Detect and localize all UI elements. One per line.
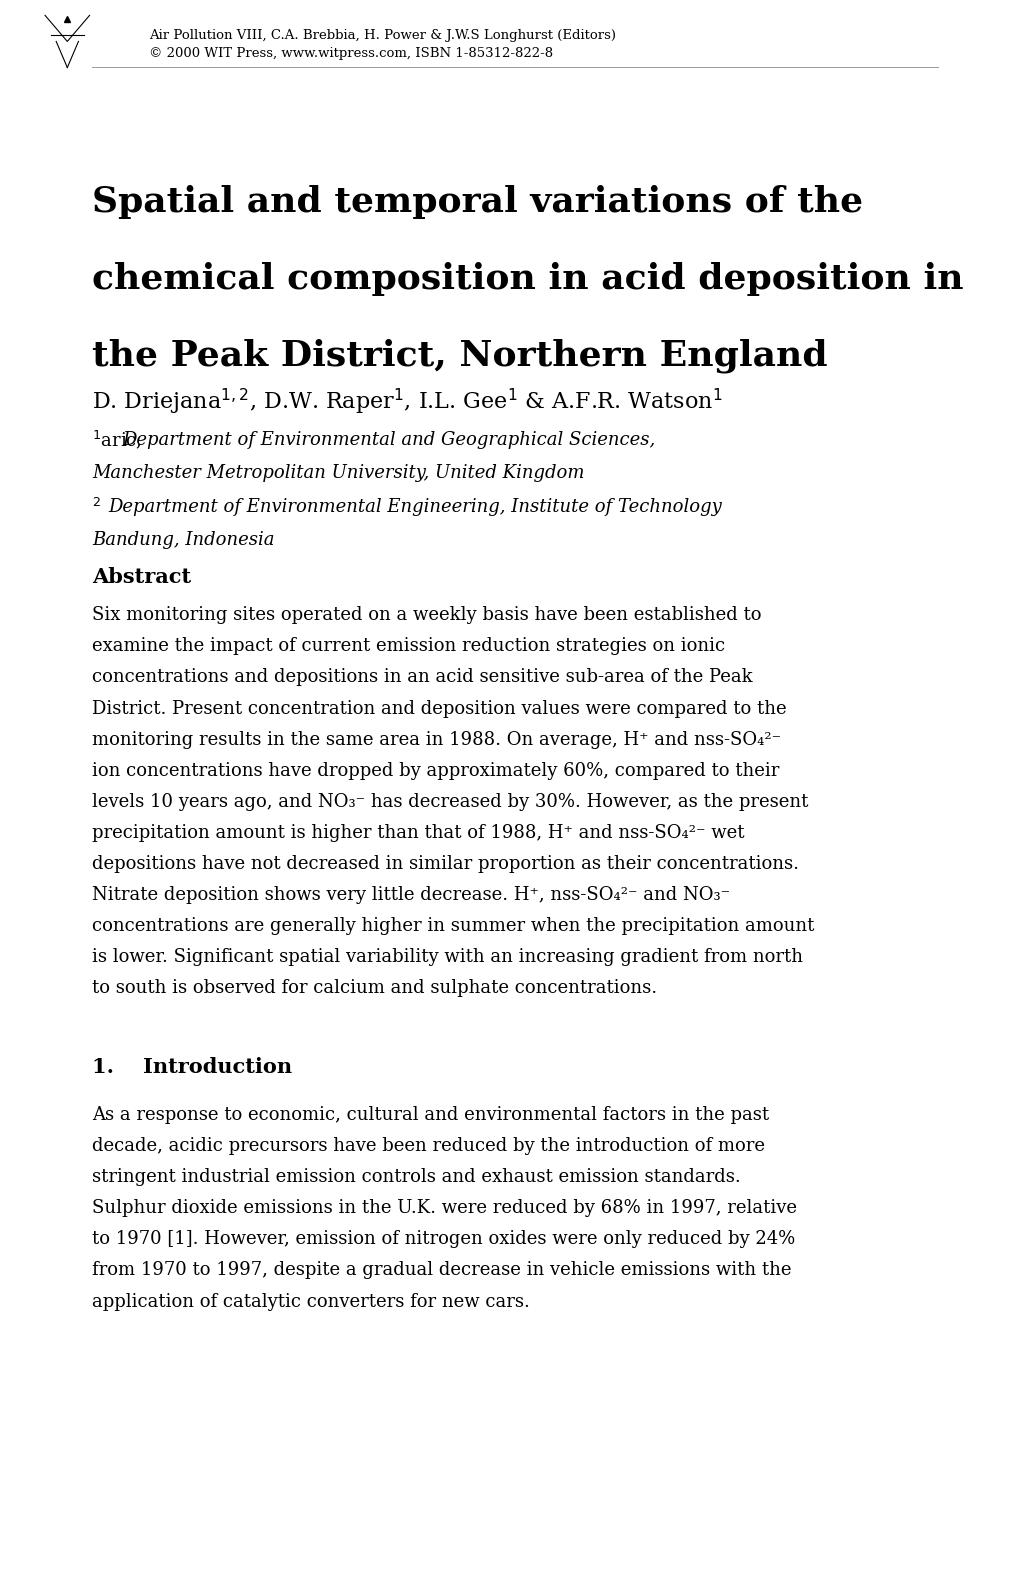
Text: decade, acidic precursors have been reduced by the introduction of more: decade, acidic precursors have been redu… [92,1137,764,1156]
Text: examine the impact of current emission reduction strategies on ionic: examine the impact of current emission r… [92,638,725,655]
Text: is lower. Significant spatial variability with an increasing gradient from north: is lower. Significant spatial variabilit… [92,948,802,966]
Text: depositions have not decreased in similar proportion as their concentrations.: depositions have not decreased in simila… [92,854,798,874]
Text: to 1970 [1]. However, emission of nitrogen oxides were only reduced by 24%: to 1970 [1]. However, emission of nitrog… [92,1231,794,1248]
Text: levels 10 years ago, and NO₃⁻ has decreased by 30%. However, as the present: levels 10 years ago, and NO₃⁻ has decrea… [92,792,807,811]
Text: chemical composition in acid deposition in: chemical composition in acid deposition … [92,261,963,296]
Text: 1.    Introduction: 1. Introduction [92,1057,291,1078]
Text: Manchester Metropolitan University, United Kingdom: Manchester Metropolitan University, Unit… [92,464,584,483]
Text: Six monitoring sites operated on a weekly basis have been established to: Six monitoring sites operated on a weekl… [92,606,760,625]
Text: Bandung, Indonesia: Bandung, Indonesia [92,531,274,550]
Text: ion concentrations have dropped by approximately 60%, compared to their: ion concentrations have dropped by appro… [92,762,779,779]
Text: precipitation amount is higher than that of 1988, H⁺ and nss-SO₄²⁻ wet: precipitation amount is higher than that… [92,824,744,842]
Text: application of catalytic converters for new cars.: application of catalytic converters for … [92,1293,529,1310]
Text: from 1970 to 1997, despite a gradual decrease in vehicle emissions with the: from 1970 to 1997, despite a gradual dec… [92,1261,791,1280]
Text: District. Present concentration and deposition values were compared to the: District. Present concentration and depo… [92,700,786,717]
Text: Spatial and temporal variations of the: Spatial and temporal variations of the [92,185,862,220]
Text: Department of Environmental and Geographical Sciences,: Department of Environmental and Geograph… [122,430,655,450]
Text: stringent industrial emission controls and exhaust emission standards.: stringent industrial emission controls a… [92,1168,740,1186]
Text: to south is observed for calcium and sulphate concentrations.: to south is observed for calcium and sul… [92,979,656,998]
Text: the Peak District, Northern England: the Peak District, Northern England [92,338,826,373]
Text: Department of Environmental Engineering, Institute of Technology: Department of Environmental Engineering,… [108,497,721,516]
Text: D. Driejana$^{1,2}$, D.W. Raper$^{1}$, I.L. Gee$^{1}$ & A.F.R. Watson$^{1}$: D. Driejana$^{1,2}$, D.W. Raper$^{1}$, I… [92,387,721,416]
Text: concentrations are generally higher in summer when the precipitation amount: concentrations are generally higher in s… [92,917,813,936]
Text: Nitrate deposition shows very little decrease. H⁺, nss-SO₄²⁻ and NO₃⁻: Nitrate deposition shows very little dec… [92,886,730,904]
Text: Air Pollution VIII, C.A. Brebbia, H. Power & J.W.S Longhurst (Editors): Air Pollution VIII, C.A. Brebbia, H. Pow… [149,29,615,43]
Text: $^{1}$aric,: $^{1}$aric, [92,429,144,451]
Text: © 2000 WIT Press, www.witpress.com, ISBN 1-85312-822-8: © 2000 WIT Press, www.witpress.com, ISBN… [149,46,552,61]
Text: concentrations and depositions in an acid sensitive sub-area of the Peak: concentrations and depositions in an aci… [92,668,752,687]
Text: Sulphur dioxide emissions in the U.K. were reduced by 68% in 1997, relative: Sulphur dioxide emissions in the U.K. we… [92,1199,796,1218]
Text: monitoring results in the same area in 1988. On average, H⁺ and nss-SO₄²⁻: monitoring results in the same area in 1… [92,730,781,749]
Text: $^{2}$: $^{2}$ [92,497,101,516]
Text: Abstract: Abstract [92,567,191,587]
Text: As a response to economic, cultural and environmental factors in the past: As a response to economic, cultural and … [92,1106,768,1124]
